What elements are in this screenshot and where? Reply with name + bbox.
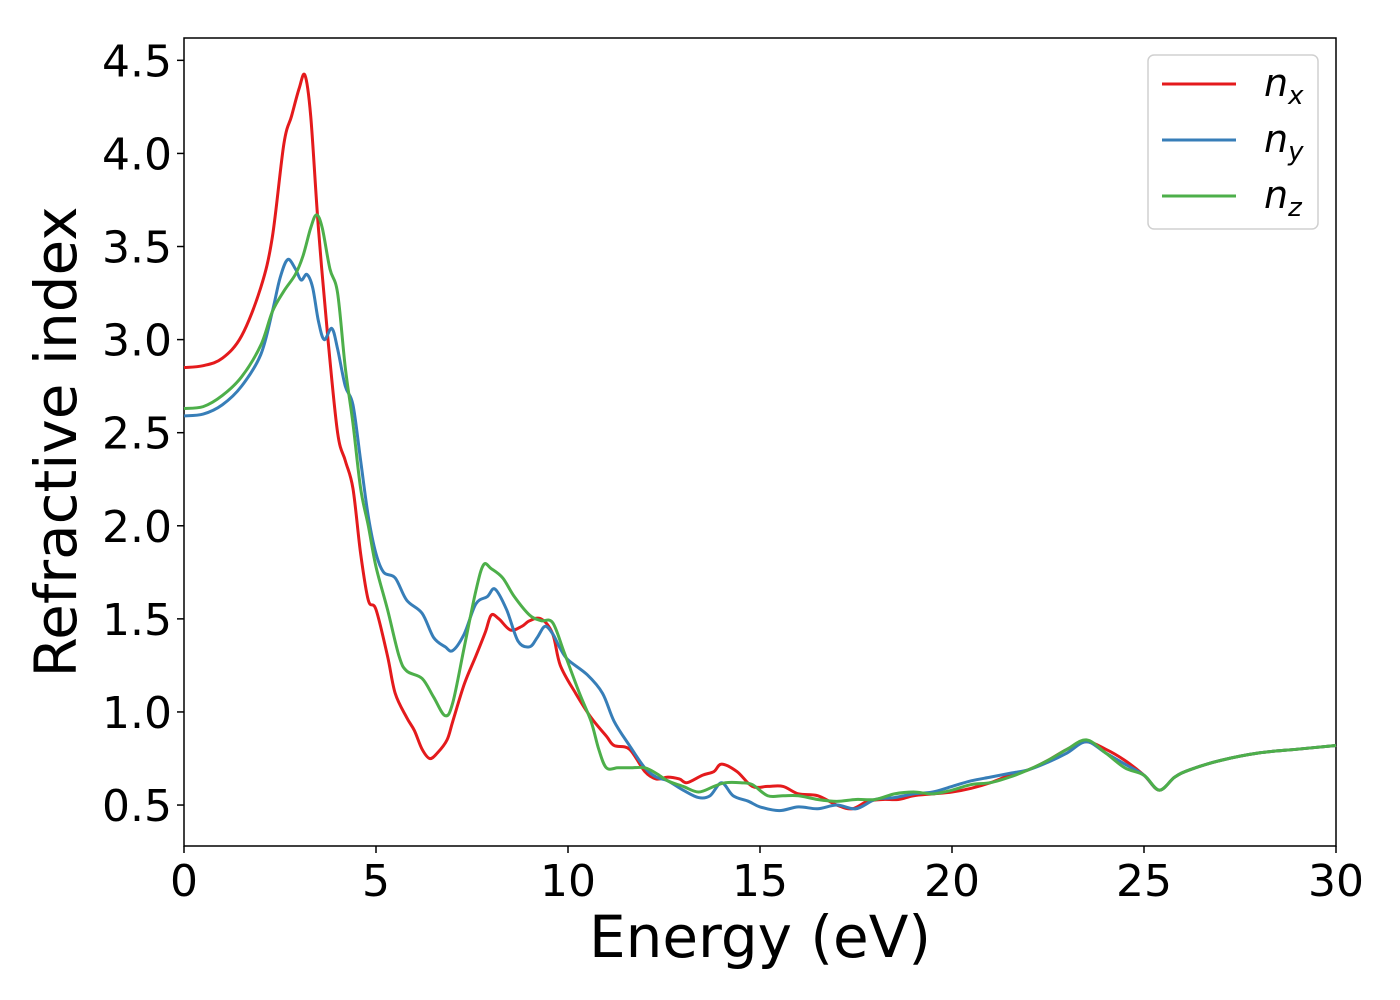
- y-tick-label: 4.0: [102, 129, 172, 180]
- x-axis: 0 5 10 15 20 25 30: [170, 846, 1364, 907]
- y-tick-label: 3.5: [102, 223, 172, 274]
- y-tick-label: 0.5: [102, 781, 172, 832]
- y-tick-label: 4.5: [102, 36, 172, 87]
- x-tick-label: 20: [924, 856, 980, 907]
- x-tick-label: 15: [732, 856, 788, 907]
- y-tick-label: 3.0: [102, 316, 172, 367]
- legend-label-ny: ny: [1264, 117, 1304, 167]
- plot-area: [183, 37, 1337, 847]
- legend-box: [1147, 54, 1319, 230]
- y-tick-label: 1.0: [102, 688, 172, 739]
- x-axis-label: Energy (eV): [589, 903, 931, 971]
- y-axis: 0.5 1.0 1.5 2.0 2.5 3.0 3.5 4.0 4.5: [102, 36, 184, 832]
- x-tick-label: 0: [170, 856, 198, 907]
- y-tick-label: 1.5: [102, 595, 172, 646]
- series-line-nx: [183, 72, 1337, 811]
- series-layer: [183, 72, 1337, 813]
- x-tick-label: 5: [362, 856, 390, 907]
- series-line-nz: [183, 213, 1337, 803]
- x-tick-label: 10: [540, 856, 596, 907]
- x-tick-label: 30: [1308, 856, 1364, 907]
- y-tick-label: 2.5: [102, 409, 172, 460]
- y-axis-label: Refractive index: [22, 206, 90, 677]
- x-tick-label: 25: [1116, 856, 1172, 907]
- y-tick-label: 2.0: [102, 502, 172, 553]
